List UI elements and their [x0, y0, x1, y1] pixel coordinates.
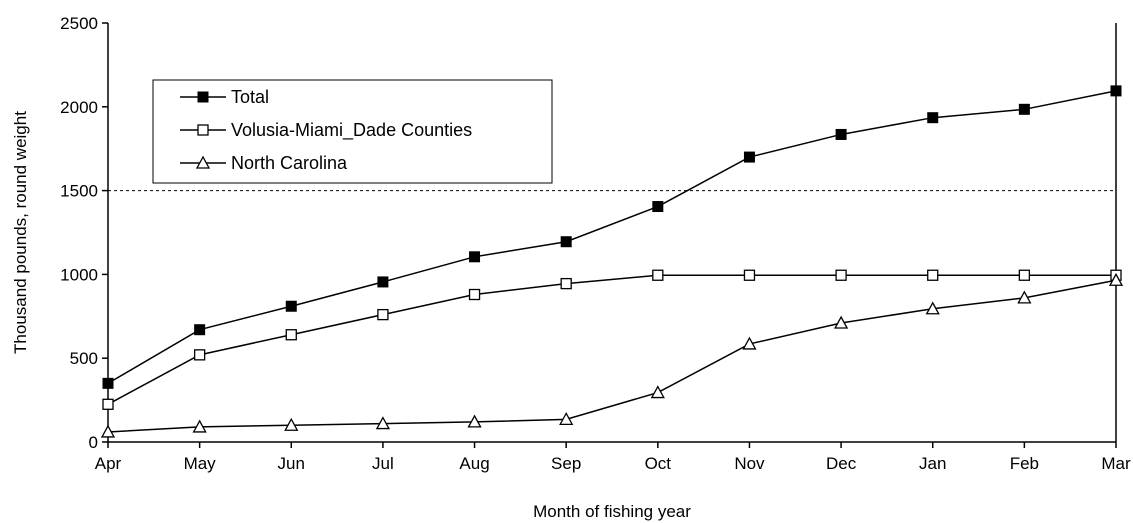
legend: Total Volusia-Miami_Dade Counties North Ca…: [152, 79, 553, 184]
series-layer: [100, 85, 1124, 438]
x-tick-label: Mar: [1101, 454, 1131, 473]
data-point: [375, 416, 391, 430]
data-point: [1018, 269, 1031, 281]
x-tick-label: May: [184, 454, 217, 473]
data-point: [1017, 290, 1032, 304]
y-tick-label: 2000: [60, 98, 98, 117]
legend-label: Volusia-Miami_Dade Counties: [231, 120, 472, 141]
x-axis-title: Month of fishing year: [533, 502, 691, 521]
series-line: [107, 90, 1117, 384]
data-point: [927, 269, 939, 281]
data-point: [193, 349, 206, 361]
legend-label: North Carolina: [231, 153, 348, 173]
series-total: [102, 85, 1122, 389]
data-point: [377, 308, 389, 321]
data-point: [652, 201, 664, 213]
x-tick-label: Feb: [1010, 454, 1039, 473]
y-axis: 0 500 1000 1500 2000 2500: [60, 14, 108, 452]
data-point: [102, 377, 114, 389]
series-line: [107, 274, 1116, 405]
data-point: [743, 151, 755, 163]
y-tick-label: 2500: [60, 14, 98, 33]
y-tick-label: 1000: [60, 265, 98, 284]
x-tick-label: Sep: [551, 454, 581, 473]
data-point: [743, 269, 756, 281]
data-point: [925, 301, 940, 315]
data-point: [835, 128, 847, 140]
y-tick-label: 0: [89, 433, 98, 452]
data-point: [100, 424, 116, 438]
legend-entry: Total: [180, 87, 269, 107]
data-point: [833, 315, 849, 329]
x-tick-label: Apr: [95, 454, 122, 473]
data-point: [377, 276, 389, 288]
data-point: [559, 412, 574, 426]
data-point: [560, 277, 572, 290]
data-point: [285, 329, 297, 341]
data-point: [927, 112, 939, 124]
data-point: [194, 324, 206, 336]
data-point: [197, 91, 209, 103]
legend-entry: North Carolina: [180, 153, 348, 173]
x-tick-label: Oct: [645, 454, 672, 473]
series-north-carolina: [100, 272, 1124, 438]
x-tick-label: Nov: [734, 454, 765, 473]
series-volusia-miami-dade-counties: [102, 269, 1122, 410]
x-axis: Apr May Jun Jul Aug Sep Oct Nov Dec Jan Feb Mar: [95, 442, 1131, 473]
data-point: [467, 414, 482, 428]
x-tick-label: Jul: [372, 454, 394, 473]
data-point: [652, 269, 664, 281]
y-axis-title: Thousand pounds, round weight: [11, 111, 30, 354]
series-line: [107, 279, 1117, 433]
x-tick-label: Aug: [459, 454, 489, 473]
x-tick-label: Dec: [826, 454, 857, 473]
y-tick-label: 1500: [60, 182, 98, 201]
data-point: [284, 417, 299, 431]
data-point: [1108, 272, 1124, 286]
data-point: [468, 288, 481, 301]
data-point: [285, 300, 297, 312]
data-point: [560, 236, 572, 248]
data-point: [197, 124, 209, 136]
data-point: [1018, 103, 1030, 115]
data-point: [469, 251, 481, 263]
data-point: [650, 385, 665, 399]
x-tick-label: Jan: [919, 454, 946, 473]
x-tick-label: Jun: [278, 454, 305, 473]
data-point: [835, 269, 847, 281]
y-tick-label: 500: [70, 349, 98, 368]
data-point: [192, 419, 207, 433]
data-point: [1110, 85, 1122, 97]
data-point: [742, 336, 757, 350]
data-point: [102, 398, 114, 410]
data-point: [195, 155, 211, 169]
legend-entry: Volusia-Miami_Dade Counties: [180, 120, 472, 141]
legend-label: Total: [231, 87, 269, 107]
